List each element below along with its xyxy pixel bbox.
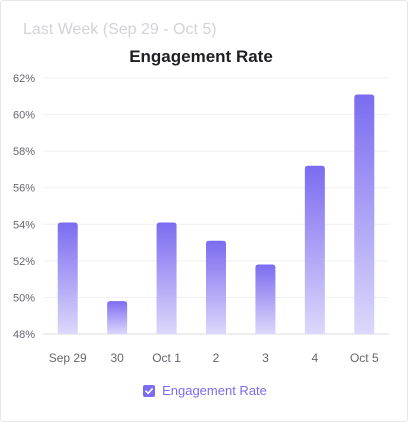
grid-lines	[43, 77, 389, 335]
bar-chart: 48% 50% 52% 54% 56% 58% 60% 62% Sep 29 30 Oct 1 2 3…	[13, 73, 389, 365]
bar[interactable]	[57, 222, 78, 334]
x-tick-label: 3	[262, 351, 269, 365]
bar[interactable]	[206, 240, 226, 334]
y-tick-label: 56%	[13, 183, 35, 195]
x-tick-label: 4	[312, 351, 319, 365]
y-tick-label: 60%	[13, 110, 35, 122]
bars	[57, 94, 375, 334]
x-axis-ticks: Sep 29 30 Oct 1 2 3 4 Oct 5	[49, 351, 379, 365]
y-tick-label: 48%	[13, 329, 35, 341]
chart-title: Engagement Rate	[129, 47, 273, 66]
legend[interactable]: Engagement Rate	[1, 383, 408, 398]
y-axis-ticks: 48% 50% 52% 54% 56% 58% 60% 62%	[13, 73, 35, 341]
legend-label[interactable]: Engagement Rate	[162, 383, 267, 398]
bar[interactable]	[304, 165, 325, 334]
y-tick-label: 52%	[13, 256, 35, 268]
date-range-label: Last Week (Sep 29 - Oct 5)	[23, 21, 217, 38]
x-tick-label: Oct 5	[350, 351, 379, 365]
x-tick-label: 30	[110, 351, 124, 365]
legend-checkbox-icon[interactable]	[143, 384, 156, 397]
bar[interactable]	[156, 222, 177, 334]
x-tick-label: Oct 1	[152, 351, 181, 365]
bar[interactable]	[354, 94, 375, 334]
bar[interactable]	[255, 264, 276, 334]
y-tick-label: 54%	[13, 219, 35, 231]
x-tick-label: Sep 29	[49, 351, 87, 365]
bar[interactable]	[107, 301, 128, 334]
y-tick-label: 50%	[13, 292, 35, 304]
x-tick-label: 2	[213, 351, 220, 365]
y-tick-label: 58%	[13, 146, 35, 158]
y-tick-label: 62%	[13, 73, 35, 85]
